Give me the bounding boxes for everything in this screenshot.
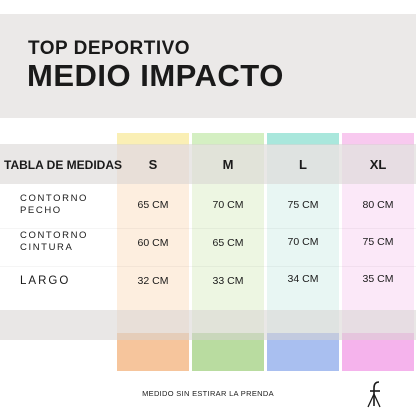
table-header-label: TABLA DE MEDIDAS (4, 158, 122, 172)
row-label-cintura: CONTORNO CINTURA (20, 230, 89, 253)
table-cell: 75 CM (287, 199, 319, 211)
table-cell: 80 CM (362, 199, 394, 211)
size-header-l: L (299, 157, 307, 172)
table-header-band (0, 144, 416, 184)
table-cell: 65 CM (137, 199, 169, 211)
row-label-largo: LARGO (20, 275, 71, 287)
table-cell: 65 CM (212, 237, 244, 249)
row-divider (0, 266, 416, 267)
table-cell: 33 CM (212, 275, 244, 287)
row-label-pecho: CONTORNO PECHO (20, 193, 89, 216)
size-header-s: S (148, 157, 158, 172)
table-footer-band (0, 310, 416, 340)
table-cell: 32 CM (137, 275, 169, 287)
table-cell: 35 CM (362, 273, 394, 285)
f-hanger-logo-icon (367, 381, 381, 408)
size-header-xl: XL (369, 157, 387, 172)
title-banner (0, 14, 416, 118)
table-cell: 75 CM (362, 236, 394, 248)
row-divider (0, 228, 416, 229)
table-cell: 60 CM (137, 237, 169, 249)
product-title: TOP DEPORTIVO (28, 38, 191, 59)
table-cell: 70 CM (287, 236, 319, 248)
product-subtitle: MEDIO IMPACTO (27, 58, 284, 93)
measurement-note: MEDIDO SIN ESTIRAR LA PRENDA (142, 389, 274, 398)
table-cell: 70 CM (212, 199, 244, 211)
size-header-m: M (222, 157, 234, 172)
table-cell: 34 CM (287, 273, 319, 285)
